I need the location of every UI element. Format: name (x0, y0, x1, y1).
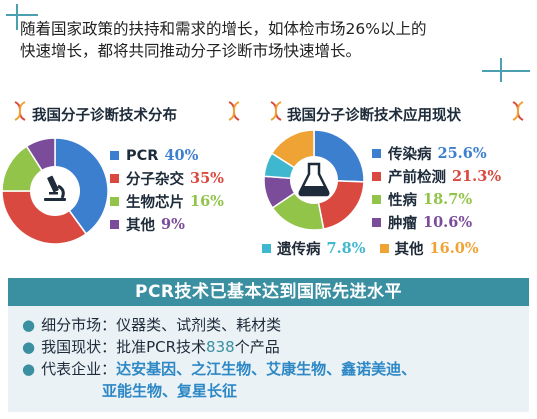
bullet-status: ● 我国现状：批准PCR技术 838 个产品 (22, 336, 416, 358)
legend-label: 肿瘤 (388, 216, 417, 232)
legend-item: PCR 40% (110, 144, 224, 167)
legend-label: 其他 (126, 218, 155, 234)
decor-line (500, 58, 502, 82)
intro-line-1: 随着国家政策的扶持和需求的增长，如体检市场26%以上的 (20, 20, 427, 38)
bullet-market: ● 细分市场：仪器类、试剂类、耗材类 (22, 314, 416, 336)
bullet-dot-icon: ● (22, 338, 36, 356)
legend-value: 10.6% (423, 214, 473, 231)
legend-label: 遗传病 (277, 242, 321, 258)
legend-item: 生物芯片 16% (110, 190, 224, 213)
pcr-banner: PCR技术已基本达到国际先进水平 (8, 278, 529, 306)
legend-swatch (372, 218, 381, 227)
flask-icon (298, 162, 330, 197)
bullet-text: 我国现状：批准PCR技术 (41, 338, 207, 356)
right-legend-bottom: 遗传病 7.8% 其他 16.0% (262, 238, 479, 259)
legend-value: 40% (164, 147, 199, 164)
dna-icon (14, 101, 26, 121)
legend-swatch (110, 220, 119, 229)
legend-swatch (262, 244, 271, 253)
legend-swatch (379, 244, 389, 253)
bullet-text: 代表企业： (41, 360, 117, 378)
company-list: 亚能生物、复星长征 (102, 382, 238, 400)
legend-swatch (372, 149, 381, 158)
legend-value: 21.3% (452, 168, 502, 185)
legend-item: 其他 9% (110, 213, 224, 236)
legend-value: 16.0% (429, 240, 479, 257)
bullet-dot-icon: ● (22, 316, 36, 334)
legend-value: 7.8% (326, 240, 366, 257)
legend-swatch (110, 174, 119, 183)
company-list: 达安基因、之江生物、艾康生物、鑫诺美迪、 (116, 360, 417, 378)
legend-value: 9% (161, 216, 185, 233)
decor-line (6, 14, 38, 16)
legend-label: 分子杂交 (126, 172, 184, 188)
right-chart-title: 我国分子诊断技术应用现状 (287, 108, 461, 124)
legend-item: 遗传病 7.8% (262, 238, 366, 259)
bullet-dot-icon: ● (22, 360, 36, 378)
bullet-number: 838 (206, 338, 235, 356)
legend-label: 性病 (388, 193, 417, 209)
legend-label: 其他 (394, 242, 424, 258)
legend-label: 生物芯片 (126, 195, 184, 211)
pie-slice (1, 190, 88, 245)
legend-swatch (110, 151, 119, 160)
legend-item: 产前检测 21.3% (372, 165, 501, 188)
left-legend: PCR 40% 分子杂交 35% 生物芯片 16% 其他 9% (110, 144, 224, 236)
dna-icon (228, 101, 240, 121)
legend-swatch (372, 172, 381, 181)
left-donut-chart (1, 137, 109, 245)
legend-label: 产前检测 (388, 170, 446, 186)
legend-item: 其他 16.0% (379, 238, 479, 259)
bullet-companies: ● 代表企业： 达安基因、之江生物、艾康生物、鑫诺美迪、 (22, 358, 416, 380)
legend-item: 性病 18.7% (372, 188, 501, 211)
left-chart-title: 我国分子诊断技术分布 (32, 108, 177, 124)
legend-swatch (110, 197, 119, 206)
decor-line (16, 4, 18, 30)
legend-value: 35% (190, 170, 224, 187)
legend-label: PCR (126, 147, 159, 164)
legend-item: 分子杂交 35% (110, 167, 224, 190)
intro-line-2: 快速增长，都将共同推动分子诊断市场快速增长。 (20, 42, 362, 60)
bullet-text: 细分市场：仪器类、试剂类、耗材类 (41, 316, 282, 334)
dna-icon (270, 101, 282, 121)
legend-label: 传染病 (388, 147, 432, 163)
info-box (8, 306, 529, 412)
right-legend: 传染病 25.6% 产前检测 21.3% 性病 18.7% 肿瘤 10.6% (372, 142, 501, 234)
legend-swatch (372, 195, 381, 204)
legend-value: 16% (190, 193, 224, 210)
decor-line (482, 70, 530, 72)
legend-item: 肿瘤 10.6% (372, 211, 501, 234)
legend-value: 18.7% (423, 191, 473, 208)
legend-item: 传染病 25.6% (372, 142, 501, 165)
intro-text: 随着国家政策的扶持和需求的增长，如体检市场26%以上的 快速增长，都将共同推动分… (20, 18, 525, 62)
legend-value: 25.6% (437, 145, 487, 162)
pie-slice (54, 137, 109, 235)
bullet-companies-cont: 亚能生物、复星长征 (22, 380, 416, 402)
info-bullets: ● 细分市场：仪器类、试剂类、耗材类 ● 我国现状：批准PCR技术 838 个产… (22, 314, 416, 402)
bullet-text: 个产品 (234, 338, 280, 356)
microscope-icon (44, 175, 66, 201)
right-donut-chart (263, 129, 365, 231)
dna-icon (512, 101, 524, 121)
